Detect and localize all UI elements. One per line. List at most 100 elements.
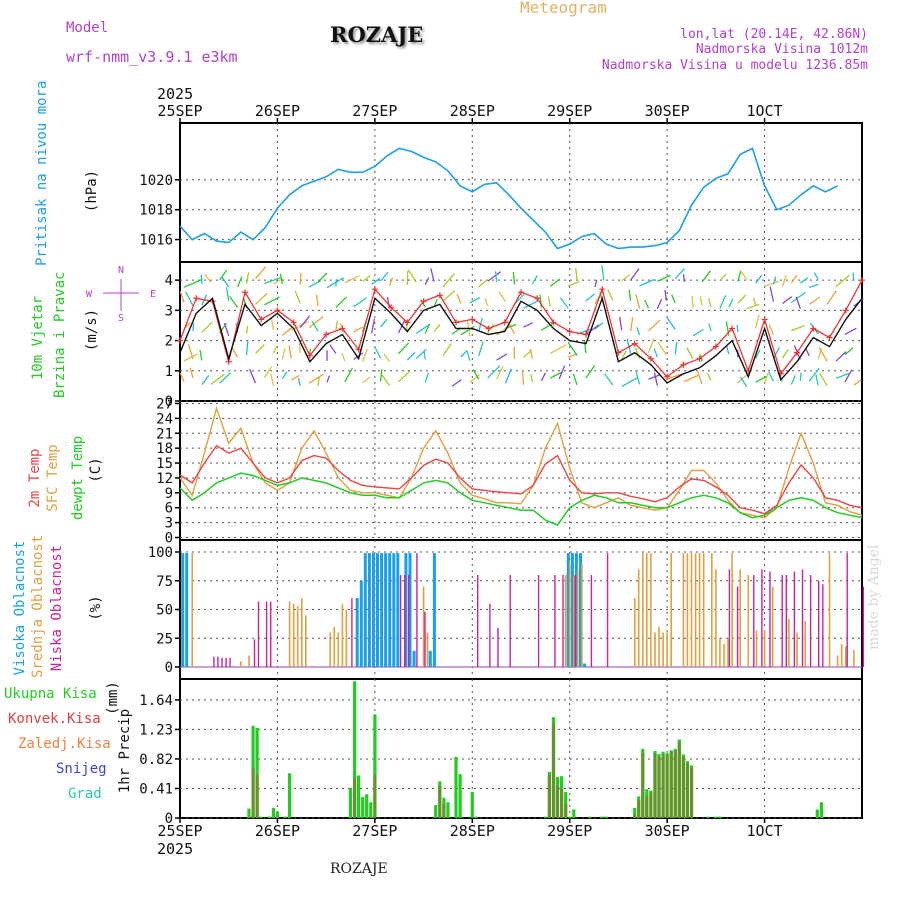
wind-arrow: [297, 377, 301, 387]
wind-arrow: [466, 350, 471, 361]
total-precip-bar: [365, 794, 369, 818]
wind-arrow: [769, 286, 775, 302]
wind-arrow: [549, 371, 563, 379]
wind-arrow: [383, 353, 391, 363]
total-precip-bar: [283, 816, 288, 818]
station-title: ROZAJE: [330, 22, 424, 47]
bottom-time-label: 27SEP: [352, 822, 397, 840]
wind-arrow: [281, 326, 293, 336]
gust-marker: [323, 331, 330, 338]
total-precip-bar: [588, 816, 592, 818]
panel-frame-2: [179, 400, 863, 541]
total-precip-bar: [604, 816, 608, 818]
total-precip-bar: [815, 809, 819, 818]
wind-arrow: [635, 294, 641, 309]
wind-arrow: [736, 324, 739, 333]
wind-arrow: [835, 351, 847, 362]
y-tick-label: 1.64: [139, 693, 173, 709]
wind-arrow: [478, 341, 484, 357]
wind-arrow: [484, 297, 489, 307]
wind-arrow: [585, 293, 596, 302]
total-precip-bar: [633, 807, 637, 818]
wind-arrow: [719, 295, 727, 309]
wind-arrow: [621, 376, 639, 388]
gust-marker: [810, 325, 817, 332]
wind-arrow: [298, 342, 301, 354]
gust-marker: [794, 349, 801, 356]
convective-precip-bar: [547, 774, 551, 818]
wind-arrow: [379, 369, 383, 382]
wind-arrow: [245, 340, 249, 356]
wind-arrow: [844, 369, 853, 383]
wind-arrow: [648, 374, 661, 380]
gust-marker: [550, 319, 557, 326]
top-year-label: 2025: [157, 85, 193, 103]
total-precip-bar: [357, 775, 361, 818]
convective-precip-bar: [657, 756, 661, 818]
wind-arrow: [187, 344, 194, 360]
y-tick-label: 2: [165, 334, 173, 350]
y-tick-label: 75: [156, 574, 173, 590]
wind-arrow: [415, 323, 431, 334]
wind-arrow: [529, 348, 533, 359]
wind-arrow: [423, 351, 426, 360]
wind-arrow: [844, 347, 854, 356]
convective-precip-bar: [661, 754, 665, 818]
y-tick-label: 1: [165, 364, 173, 380]
wind-arrow: [549, 278, 561, 287]
wind-arrow: [737, 271, 742, 282]
wind-arrow: [380, 373, 391, 386]
wind-arrow: [199, 349, 203, 361]
wind-arrow: [380, 271, 389, 282]
wind-arrow: [768, 371, 775, 382]
wind-arrow: [496, 365, 504, 380]
wind-arrow: [335, 320, 339, 331]
y-tick-label: 1020: [139, 173, 173, 189]
wind-arrow: [353, 297, 367, 308]
wind-arrow: [746, 303, 760, 310]
wind-arrow: [335, 296, 347, 308]
wind-arrow: [656, 298, 663, 310]
wind-arrow: [353, 352, 364, 360]
y-tick-label: 0: [165, 394, 173, 410]
convective-precip-bar: [673, 751, 677, 818]
gust-marker: [761, 316, 768, 323]
gust-marker: [339, 325, 346, 332]
wind-arrow: [374, 347, 382, 359]
wind-arrow: [270, 373, 275, 386]
wind-arrow: [755, 314, 760, 328]
chart-subtitle: Meteogram: [520, 0, 607, 17]
wind-arrow: [380, 318, 388, 328]
convective-precip-bar: [442, 803, 446, 818]
wind-arrow: [221, 276, 230, 288]
wind-arrow: [539, 294, 542, 308]
wind-arrow: [210, 373, 225, 385]
wind-arrow: [442, 273, 455, 288]
wind-arrow: [657, 342, 667, 355]
wind-arrow: [344, 367, 353, 383]
wind-arrow: [686, 347, 694, 360]
wind-arrow: [245, 272, 250, 284]
wind-arrow: [237, 276, 243, 287]
wind-arrow: [531, 275, 538, 285]
y-tick-label: 50: [156, 603, 173, 619]
wind-arrow: [644, 299, 650, 309]
wind-arrow: [708, 323, 712, 332]
wind-arrow: [272, 345, 278, 354]
wind-arrow: [844, 327, 857, 336]
y-tick-label: 9: [165, 486, 173, 502]
wind-arrow: [255, 292, 268, 305]
total-precip-bar: [259, 816, 263, 818]
gust-marker: [712, 343, 719, 350]
wind-arrow: [255, 266, 267, 280]
convective-precip-bar: [681, 756, 685, 818]
wind-arrow: [547, 296, 551, 307]
y-tick-label: 1.23: [139, 722, 173, 738]
gust-marker: [501, 319, 508, 326]
wind-arrow: [219, 269, 228, 281]
wind-arrow: [628, 289, 632, 301]
convective-precip-bar: [555, 785, 560, 818]
y-tick-label: 18: [156, 441, 173, 457]
wind-arrow: [737, 294, 747, 304]
wind-arrow: [386, 296, 391, 309]
